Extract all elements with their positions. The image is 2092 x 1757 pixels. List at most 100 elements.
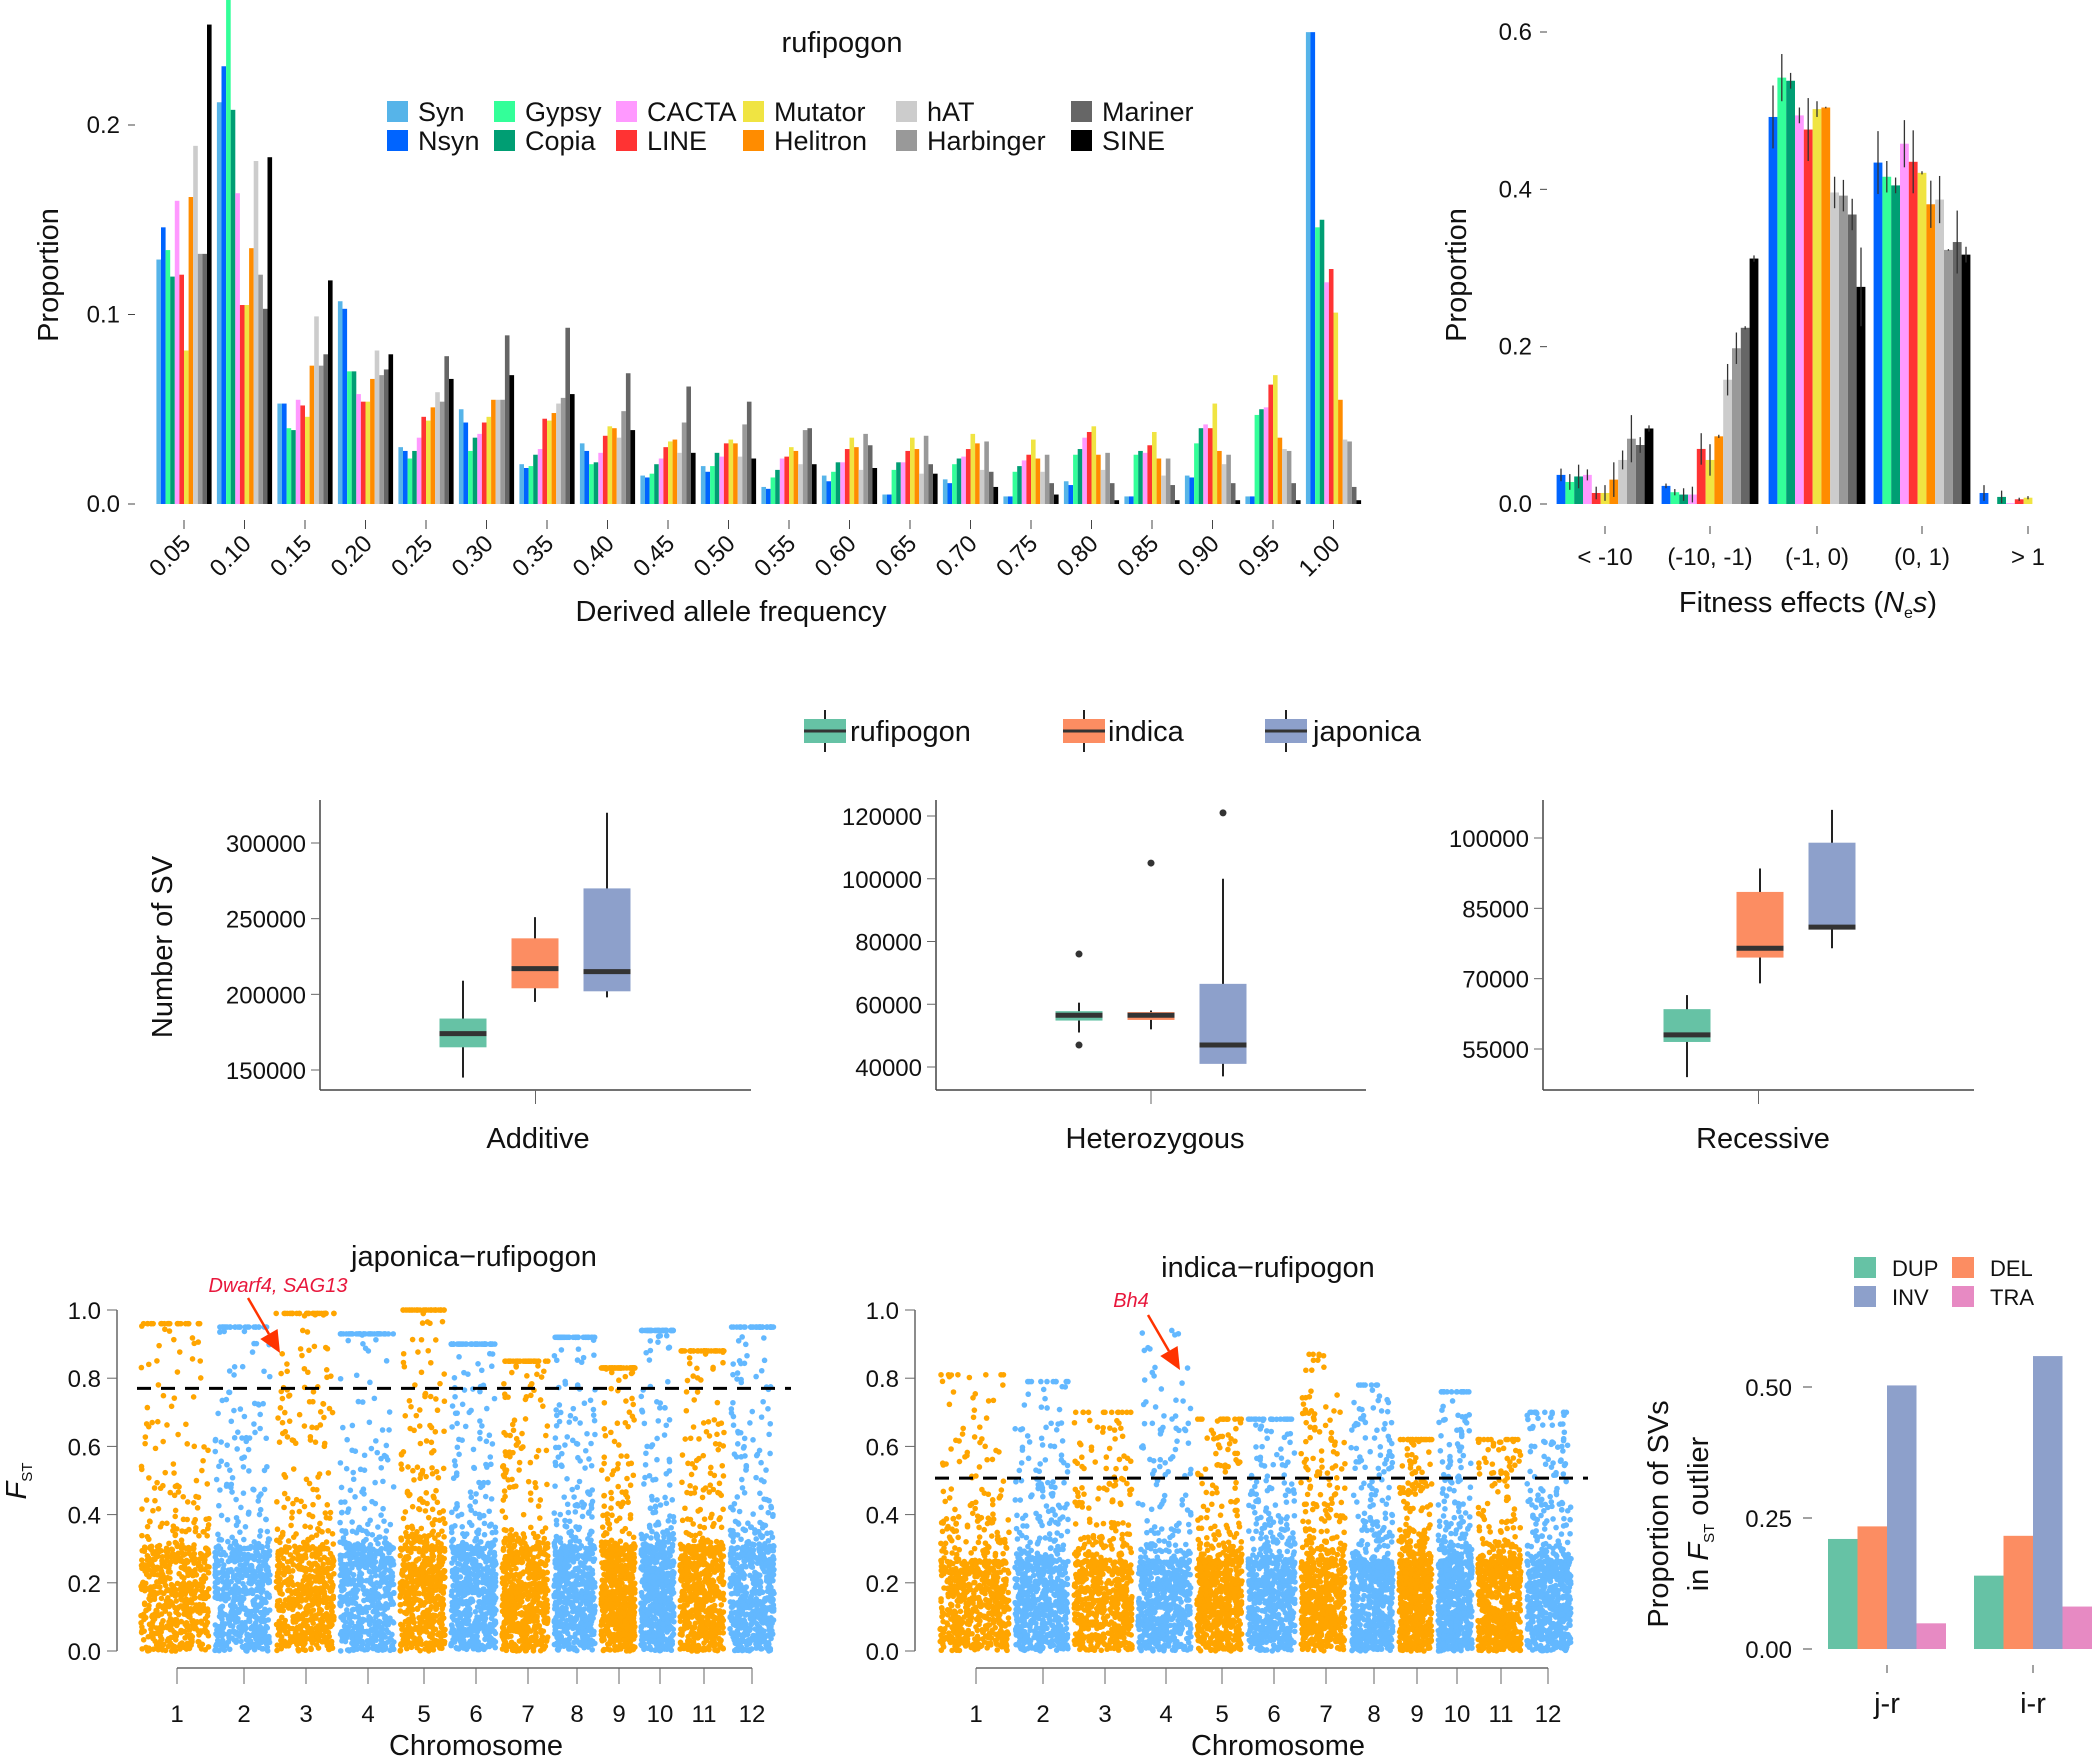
fst-point [243,1435,249,1441]
bar-sine [449,379,454,504]
fst-point [154,1631,160,1637]
fst-point [276,1626,282,1632]
fst-point [309,1631,315,1637]
fst-point [181,1580,187,1586]
fst-point [390,1600,396,1606]
fst-point [463,1424,469,1430]
fst-point [151,1565,157,1571]
y-tick-label: 200000 [226,982,306,1009]
bar-mariner [626,373,631,504]
fst-point [423,1548,429,1554]
bar-cacta [719,457,724,504]
fst-point [398,1608,404,1614]
fst-point [257,1512,263,1518]
fst-point [442,1398,448,1404]
fst-point [487,1454,493,1460]
fst-point [340,1564,346,1570]
fst-point [467,1520,473,1526]
fst-point [476,1527,482,1533]
fst-point [424,1438,430,1444]
legend-label-mutator: Mutator [774,97,866,127]
fst-point [196,1494,202,1500]
fst-point [260,1582,266,1588]
fst-point [344,1437,350,1443]
fst-point [536,1503,542,1509]
fst-point [487,1523,493,1529]
fst-point [206,1633,212,1639]
bar-helitron [1096,455,1101,504]
fst-point [316,1494,322,1500]
fst-point [436,1475,442,1481]
fst-point [258,1507,264,1513]
bar-sine [268,157,273,504]
fst-point [461,1584,467,1590]
bar-gypsy [529,466,534,504]
fst-point [503,1470,509,1476]
fst-point [169,1582,175,1588]
fst-point [227,1390,233,1396]
fst-point [454,1604,460,1610]
fst-point [229,1535,235,1541]
fst-point [473,1620,479,1626]
fst-point [144,1421,150,1427]
fst-point [375,1541,381,1547]
fst-point [451,1546,457,1552]
fst-point [236,1625,242,1631]
fst-point [263,1550,269,1556]
fst-point [288,1574,294,1580]
fst-point [398,1553,404,1559]
bar-nsyn [1311,32,1316,504]
bar-cacta [356,394,361,504]
fst-point [232,1364,238,1370]
fst-point [467,1546,473,1552]
category-label-additive: Additive [486,1123,589,1155]
fst-point [441,1428,447,1434]
y-tick-label: 0.4 [68,1503,101,1530]
bar-helitron [673,440,678,504]
fst-point [160,1483,166,1489]
fst-point [486,1567,492,1573]
fst-point [545,1634,551,1640]
fst-point [156,1343,162,1349]
fst-point [310,1552,316,1558]
bar-syn [1306,32,1311,504]
bar-syn [882,495,887,504]
fst-point [243,1546,249,1552]
fst-point [291,1466,297,1472]
fst-point [492,1537,498,1543]
fst-point [164,1520,170,1526]
legend-swatch-line [616,130,637,151]
fst-point [371,1562,377,1568]
bar-helitron [612,428,617,504]
fst-point [411,1477,417,1483]
fst-point [160,1439,166,1445]
fst-point [228,1418,234,1424]
fst-point [345,1600,351,1606]
legend-label-nsyn: Nsyn [418,126,480,156]
allele-frequency-chart: rufipogon Derived allele frequency Propo… [33,0,1361,628]
y-tick-label: 100000 [1449,826,1529,853]
fst-point [193,1525,199,1531]
fst-point [171,1337,177,1343]
fst-point [275,1415,281,1421]
bar-gypsy [1013,472,1018,504]
fst-point [216,1543,222,1549]
fst-point [171,1470,177,1476]
fst-point [242,1324,248,1330]
fst-point [391,1582,397,1588]
legend-label-japonica: japonica [1312,716,1422,748]
bar-sine [1236,500,1241,504]
x-tick-label: 1.00 [1294,530,1346,582]
fst-point [428,1569,434,1575]
fst-point [487,1634,493,1640]
bar-line [1147,445,1152,504]
fst-point [227,1545,233,1551]
bar-mutator [487,417,492,504]
bar-gypsy [771,477,776,504]
fst-point [466,1410,472,1416]
bar-cacta [1203,424,1208,504]
fst-point [143,1581,149,1587]
fst-point [156,1549,162,1555]
fst-point [199,1468,205,1474]
bar-helitron [310,366,315,504]
